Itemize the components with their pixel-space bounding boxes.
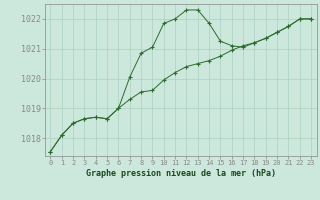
X-axis label: Graphe pression niveau de la mer (hPa): Graphe pression niveau de la mer (hPa): [86, 169, 276, 178]
